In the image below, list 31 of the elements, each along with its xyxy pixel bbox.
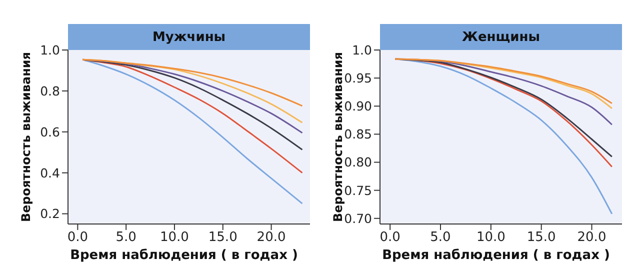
y-tick-label: 0.2 (40, 206, 60, 222)
line-series (82, 58, 304, 107)
x-tick-label: 15.0 (526, 230, 556, 246)
x-axis-title: Время наблюдения ( в годах ) (69, 248, 299, 263)
x-tick-label: 10.0 (160, 230, 189, 246)
line-series (82, 58, 304, 204)
y-tick-label: 0.95 (344, 70, 372, 86)
line-series (394, 58, 613, 126)
x-axis-title: Время наблюдения ( в годах ) (381, 248, 611, 263)
y-tick-label: 0.90 (344, 98, 372, 114)
x-tick-label: 0.0 (67, 230, 88, 246)
y-tick-label: 0.8 (40, 83, 60, 98)
chart-title: Мужчины (68, 24, 310, 50)
y-tick-label: 0.4 (40, 165, 60, 180)
x-tick-label: 20.0 (256, 230, 286, 246)
x-tick-label: 10.0 (476, 230, 506, 246)
x-tick-label: 15.0 (208, 230, 238, 246)
y-tick-label: 1.0 (352, 42, 372, 58)
y-axis-title: Вероятность выживания (330, 50, 345, 224)
y-tick-label: 1.0 (40, 42, 60, 58)
y-tick-label: 0.80 (344, 154, 372, 170)
y-tick-label: 0.75 (344, 182, 372, 198)
y-tick-label: 0.6 (40, 124, 60, 140)
x-tick-label: 5.0 (430, 230, 451, 246)
x-tick-label: 20.0 (577, 230, 606, 246)
y-tick-label: 0.85 (344, 126, 372, 142)
x-tick-label: 0.0 (380, 230, 400, 246)
chart-title: Женщины (380, 24, 622, 50)
y-axis-title: Вероятность выживания (18, 50, 34, 224)
x-tick-label: 5.0 (116, 230, 136, 246)
y-tick-label: 0.70 (344, 210, 372, 226)
